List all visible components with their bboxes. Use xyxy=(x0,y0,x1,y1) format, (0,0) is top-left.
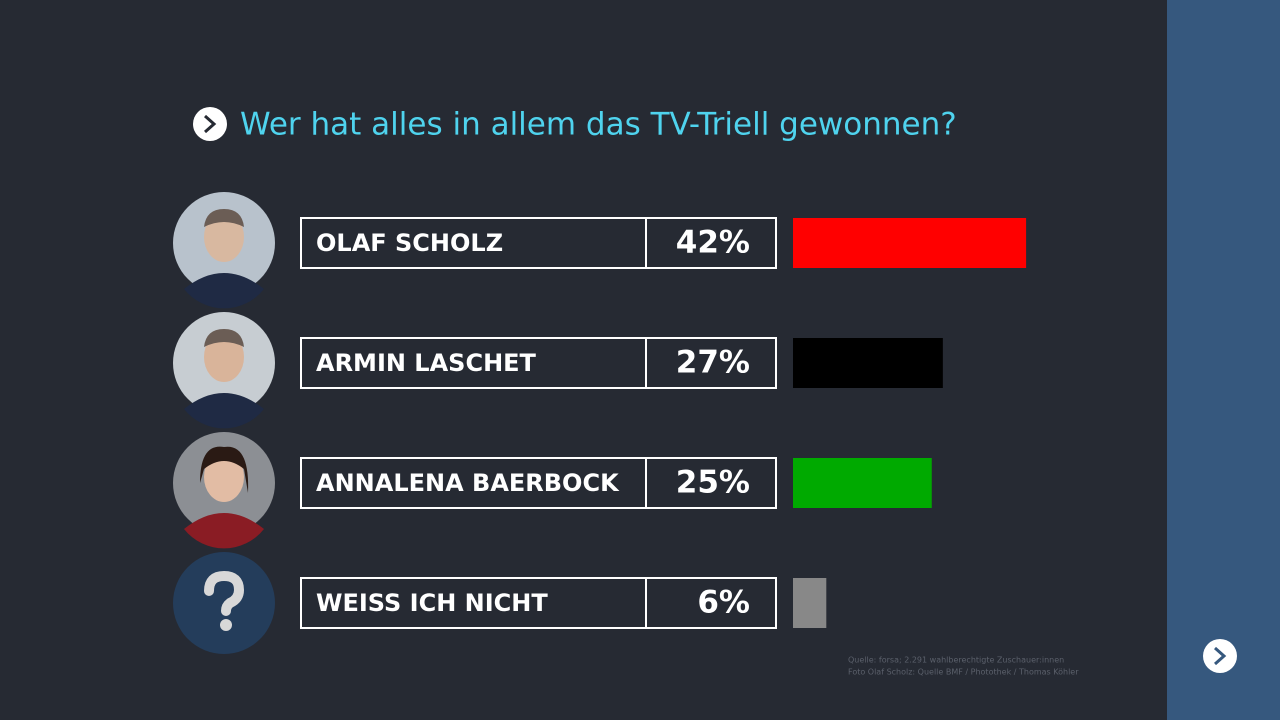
photo-credit: Foto Olaf Scholz: Quelle BMF / Photothek… xyxy=(848,668,1079,677)
avatar-hair xyxy=(204,209,244,227)
bar xyxy=(793,578,827,628)
value-label: 25% xyxy=(676,465,750,501)
value-box xyxy=(645,457,777,509)
category-label: WEISS ICH NICHT xyxy=(316,589,548,617)
next-button[interactable] xyxy=(1203,639,1237,673)
value-box xyxy=(645,217,777,269)
next-icon[interactable] xyxy=(1203,639,1237,673)
title-icon xyxy=(193,107,227,141)
value-box xyxy=(645,577,777,629)
avatar-head xyxy=(204,332,244,382)
avatar-head xyxy=(204,452,244,502)
next-icon-arrow xyxy=(1214,646,1227,666)
avatar-body xyxy=(184,513,264,549)
value-box xyxy=(645,337,777,389)
source-note: Quelle: forsa; 2.291 wahlberechtigte Zus… xyxy=(848,656,1064,665)
bar xyxy=(793,458,932,508)
question-icon xyxy=(204,570,245,616)
avatar-head xyxy=(204,212,244,262)
bar xyxy=(793,218,1027,268)
category-label: ANNALENA BAERBOCK xyxy=(316,469,620,497)
avatar-hair xyxy=(200,446,249,493)
avatar-body xyxy=(184,273,264,309)
title-icon-arrow xyxy=(204,114,217,134)
avatar-body xyxy=(184,393,264,429)
avatar-hair xyxy=(204,329,244,347)
chart-title: Wer hat alles in allem das TV-Triell gew… xyxy=(240,107,957,143)
category-label: ARMIN LASCHET xyxy=(316,349,537,377)
value-label: 6% xyxy=(697,585,750,621)
question-dot xyxy=(220,619,232,631)
value-label: 27% xyxy=(676,345,750,381)
bar xyxy=(793,338,943,388)
category-label: OLAF SCHOLZ xyxy=(316,229,503,257)
value-label: 42% xyxy=(676,225,750,261)
side-panel xyxy=(1167,0,1280,720)
